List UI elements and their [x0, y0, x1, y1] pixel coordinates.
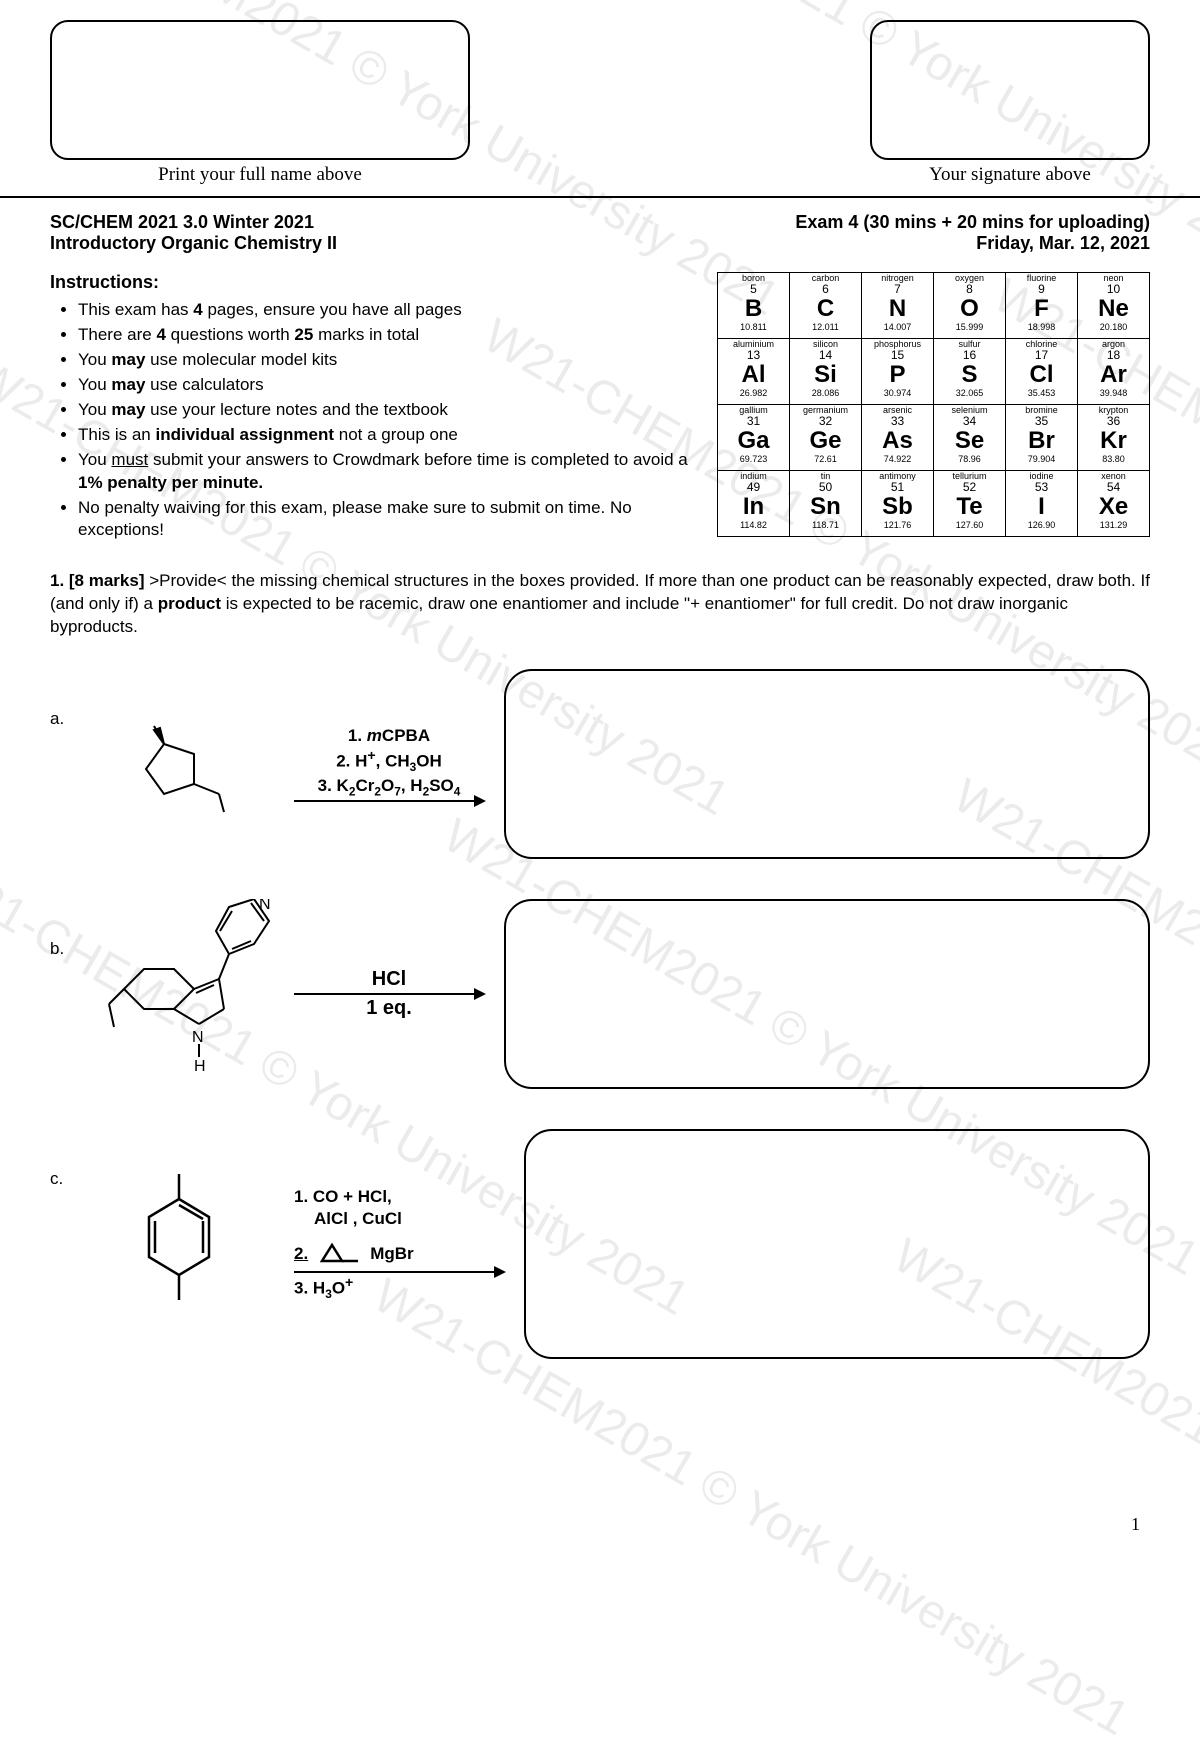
- element-cell: iodine53I126.90: [1006, 471, 1078, 537]
- instruction-item: You must submit your answers to Crowdmar…: [78, 449, 697, 495]
- svg-text:H: H: [194, 1058, 206, 1075]
- element-cell: antimony51Sb121.76: [862, 471, 934, 537]
- answer-box-c[interactable]: [524, 1129, 1150, 1359]
- element-cell: nitrogen7N14.007: [862, 273, 934, 339]
- reaction-c-label: c.: [50, 1129, 74, 1189]
- name-box[interactable]: [50, 20, 470, 160]
- divider: [0, 196, 1200, 198]
- element-cell: chlorine17Cl35.453: [1006, 339, 1078, 405]
- instruction-item: You may use molecular model kits: [78, 349, 697, 372]
- element-cell: gallium31Ga69.723: [718, 405, 790, 471]
- reaction-b-conditions: HCl 1 eq.: [284, 968, 494, 1020]
- reaction-a-conditions: 1. mCPBA 2. H+, CH3OH 3. K2Cr2O7, H2SO4: [284, 726, 494, 802]
- element-cell: neon10Ne20.180: [1078, 273, 1150, 339]
- instructions-heading: Instructions:: [50, 272, 697, 293]
- element-cell: tellurium52Te127.60: [934, 471, 1006, 537]
- instructions-list: This exam has 4 pages, ensure you have a…: [50, 299, 697, 542]
- element-cell: indium49In114.82: [718, 471, 790, 537]
- signature-box[interactable]: [870, 20, 1150, 160]
- element-cell: xenon54Xe131.29: [1078, 471, 1150, 537]
- course-title: Introductory Organic Chemistry II: [50, 233, 337, 254]
- exam-date: Friday, Mar. 12, 2021: [795, 233, 1150, 254]
- element-cell: fluorine9F18.998: [1006, 273, 1078, 339]
- element-cell: carbon6C12.011: [790, 273, 862, 339]
- reaction-arrow: [294, 993, 484, 995]
- element-cell: oxygen8O15.999: [934, 273, 1006, 339]
- reaction-b: b. N H: [50, 899, 1150, 1089]
- reaction-c-reactant: [84, 1159, 274, 1329]
- element-cell: krypton36Kr83.80: [1078, 405, 1150, 471]
- element-cell: sulfur16S32.065: [934, 339, 1006, 405]
- element-cell: tin50Sn118.71: [790, 471, 862, 537]
- name-box-label: Print your full name above: [158, 164, 362, 186]
- header-row: Print your full name above Your signatur…: [50, 20, 1150, 186]
- svg-text:N: N: [192, 1029, 204, 1046]
- instructions-section: Instructions: This exam has 4 pages, ens…: [50, 272, 1150, 544]
- answer-box-b[interactable]: [504, 899, 1150, 1089]
- instruction-item: No penalty waiving for this exam, please…: [78, 497, 697, 543]
- reaction-a-label: a.: [50, 669, 74, 729]
- reactions: a. 1. mCPBA 2. H+, CH3OH 3. K2Cr2O7, H2S…: [50, 669, 1150, 1359]
- answer-box-a[interactable]: [504, 669, 1150, 859]
- element-cell: argon18Ar39.948: [1078, 339, 1150, 405]
- reaction-a: a. 1. mCPBA 2. H+, CH3OH 3. K2Cr2O7, H2S…: [50, 669, 1150, 859]
- reaction-arrow: [294, 800, 484, 802]
- element-cell: selenium34Se78.96: [934, 405, 1006, 471]
- instruction-item: You may use your lecture notes and the t…: [78, 399, 697, 422]
- instruction-item: This is an individual assignment not a g…: [78, 424, 697, 447]
- signature-box-label: Your signature above: [929, 164, 1091, 186]
- instruction-item: You may use calculators: [78, 374, 697, 397]
- element-cell: boron5B10.811: [718, 273, 790, 339]
- element-cell: silicon14Si28.086: [790, 339, 862, 405]
- question-1-intro: 1. [8 marks] >Provide< the missing chemi…: [50, 570, 1150, 639]
- reaction-c: c. 1. CO + HCl, AlCl , CuCl 2. MgBr: [50, 1129, 1150, 1359]
- course-row: SC/CHEM 2021 3.0 Winter 2021 Introductor…: [50, 212, 1150, 254]
- reaction-a-reactant: [84, 714, 274, 814]
- element-cell: bromine35Br79.904: [1006, 405, 1078, 471]
- instruction-item: There are 4 questions worth 25 marks in …: [78, 324, 697, 347]
- periodic-table: boron5B10.811carbon6C12.011nitrogen7N14.…: [717, 272, 1150, 537]
- element-cell: phosphorus15P30.974: [862, 339, 934, 405]
- svg-text:N: N: [259, 899, 271, 913]
- exam-title: Exam 4 (30 mins + 20 mins for uploading): [795, 212, 1150, 233]
- element-cell: aluminium13Al26.982: [718, 339, 790, 405]
- element-cell: germanium32Ge72.61: [790, 405, 862, 471]
- reaction-b-label: b.: [50, 899, 74, 959]
- instruction-item: This exam has 4 pages, ensure you have a…: [78, 299, 697, 322]
- course-code: SC/CHEM 2021 3.0 Winter 2021: [50, 212, 337, 233]
- element-cell: arsenic33As74.922: [862, 405, 934, 471]
- reaction-arrow: [294, 1271, 504, 1273]
- reaction-c-conditions: 1. CO + HCl, AlCl , CuCl 2. MgBr 3. H3O+: [284, 1187, 514, 1301]
- reaction-b-reactant: N H N: [84, 899, 274, 1089]
- page-number: 1: [1131, 1514, 1140, 1535]
